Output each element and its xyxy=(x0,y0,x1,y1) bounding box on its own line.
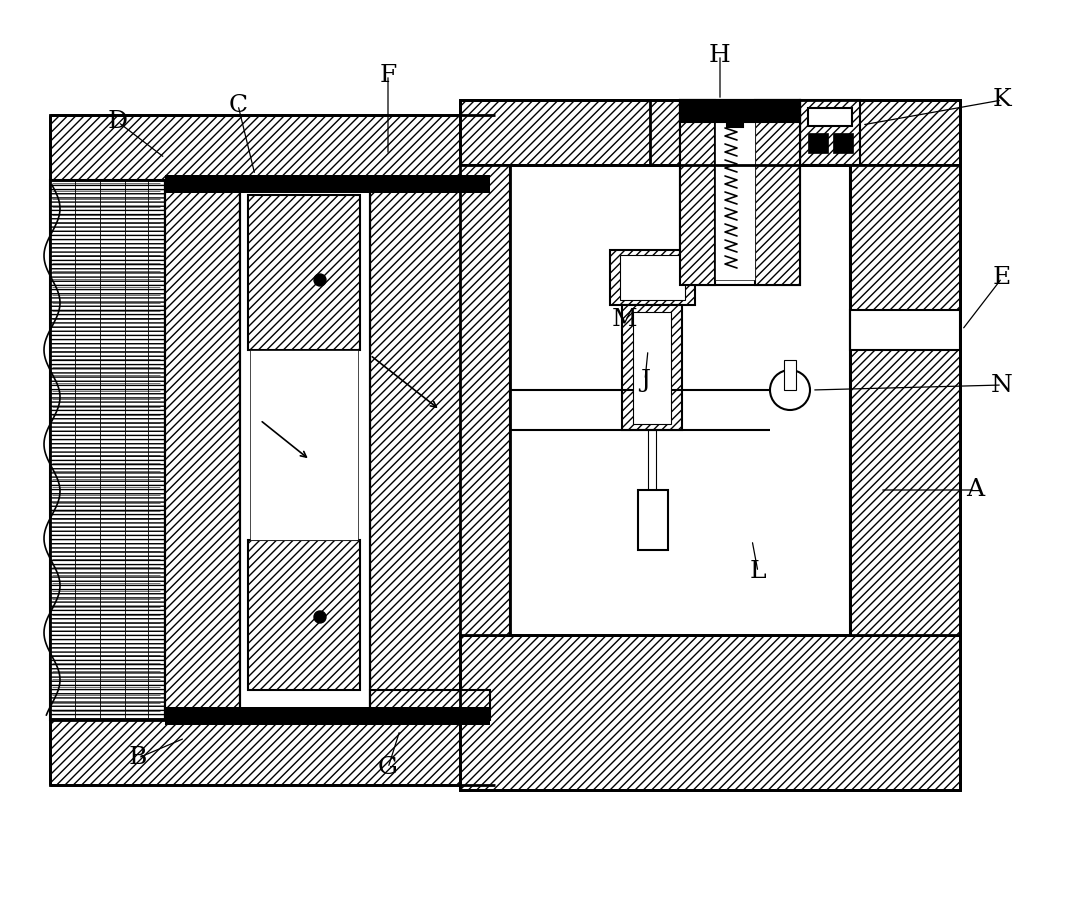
Text: K: K xyxy=(993,88,1011,112)
Text: A: A xyxy=(966,479,984,501)
Bar xyxy=(680,100,800,122)
Bar xyxy=(784,360,796,390)
Bar xyxy=(248,540,360,690)
Bar xyxy=(50,720,495,785)
Bar xyxy=(50,115,495,180)
Circle shape xyxy=(770,370,810,410)
Bar xyxy=(510,165,850,635)
Text: B: B xyxy=(129,746,147,769)
Text: J: J xyxy=(640,368,650,392)
Circle shape xyxy=(314,274,326,286)
Bar xyxy=(460,100,960,165)
Bar xyxy=(510,165,850,635)
Text: C: C xyxy=(229,94,247,116)
Bar xyxy=(370,180,490,720)
Text: N: N xyxy=(991,374,1013,397)
Text: L: L xyxy=(750,561,767,583)
Text: F: F xyxy=(379,64,396,86)
Bar xyxy=(249,350,357,540)
Bar xyxy=(755,100,800,285)
Bar xyxy=(460,165,510,635)
Bar xyxy=(165,175,490,193)
Bar xyxy=(850,165,960,635)
Bar xyxy=(50,180,165,720)
Bar xyxy=(622,305,681,430)
Bar xyxy=(850,310,960,350)
Text: E: E xyxy=(993,266,1011,290)
Bar xyxy=(460,100,960,790)
Bar xyxy=(460,635,960,790)
Bar xyxy=(620,255,685,300)
Bar xyxy=(248,195,360,350)
Text: H: H xyxy=(710,43,731,67)
Bar xyxy=(638,490,669,550)
Bar xyxy=(680,100,800,285)
Bar xyxy=(808,133,828,153)
Bar xyxy=(370,690,490,720)
Bar xyxy=(800,100,860,165)
Bar xyxy=(680,100,715,285)
Bar xyxy=(808,108,852,126)
Bar xyxy=(715,105,755,280)
Text: D: D xyxy=(108,111,129,133)
Bar xyxy=(727,102,743,127)
Bar xyxy=(165,180,240,720)
Text: M: M xyxy=(612,309,638,331)
Bar xyxy=(650,100,850,165)
Text: G: G xyxy=(378,757,399,779)
Bar xyxy=(648,430,656,540)
Bar xyxy=(610,250,696,305)
Circle shape xyxy=(314,611,326,623)
Bar xyxy=(833,133,853,153)
Bar xyxy=(240,180,370,720)
Bar xyxy=(165,707,490,725)
Bar xyxy=(633,312,671,424)
